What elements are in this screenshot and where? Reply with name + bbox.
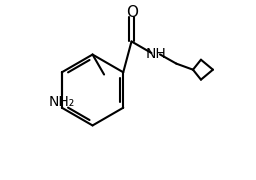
Text: NH₂: NH₂ bbox=[49, 95, 75, 109]
Text: O: O bbox=[126, 5, 138, 20]
Text: NH: NH bbox=[145, 47, 166, 61]
